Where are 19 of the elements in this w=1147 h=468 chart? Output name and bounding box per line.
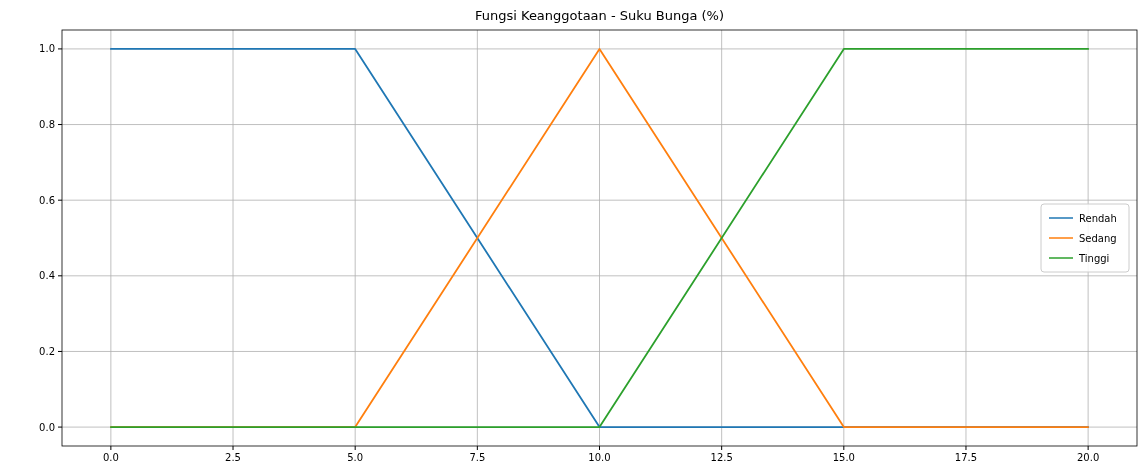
x-tick-label: 20.0 <box>1077 452 1100 463</box>
chart-title: Fungsi Keanggotaan - Suku Bunga (%) <box>474 8 725 23</box>
y-tick-label: 0.0 <box>39 421 55 433</box>
x-tick-label: 12.5 <box>710 452 733 463</box>
y-tick-label: 0.8 <box>39 119 55 131</box>
y-tick-label: 0.6 <box>39 194 55 206</box>
x-tick-label: 15.0 <box>832 452 855 463</box>
y-tick-label: 1.0 <box>39 43 55 55</box>
y-tick-label: 0.2 <box>39 345 55 357</box>
y-tick-label: 0.4 <box>39 270 55 282</box>
x-tick-label: 2.5 <box>225 452 241 463</box>
x-tick-label: 17.5 <box>954 452 978 463</box>
x-tick-label: 5.0 <box>347 452 364 463</box>
x-tick-label: 7.5 <box>469 452 486 463</box>
legend-label: Rendah <box>1079 213 1117 224</box>
legend-label: Tinggi <box>1078 253 1110 264</box>
x-tick-label: 0.0 <box>102 452 119 463</box>
x-tick-label: 10.0 <box>588 452 611 463</box>
legend-label: Sedang <box>1079 233 1117 244</box>
